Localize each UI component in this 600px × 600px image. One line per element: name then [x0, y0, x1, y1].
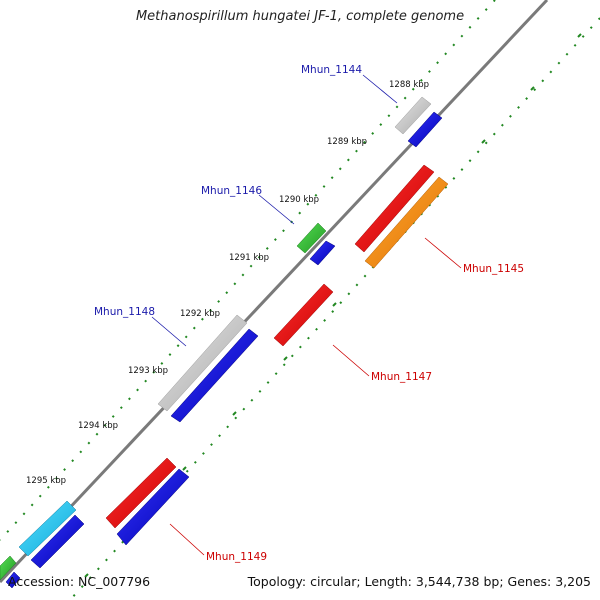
- leader-line-mhun1148: [151, 316, 187, 347]
- gene-feature-green-edge[interactable]: [0, 555, 17, 581]
- ruler-label: 1294 kbp: [78, 421, 118, 431]
- ruler-label: 1293 kbp: [128, 366, 168, 376]
- ruler-label: 1289 kbp: [327, 137, 367, 147]
- gene-label-mhun1144[interactable]: Mhun_1144: [301, 64, 362, 76]
- genome-title: Methanospirillum hungatei JF-1, complete…: [135, 9, 465, 24]
- gene-feature-mhun1146-blue[interactable]: [309, 240, 336, 266]
- gene-feature-blue-lower[interactable]: [30, 514, 85, 569]
- label-leaders: [151, 74, 462, 556]
- genome-backbone: [0, 0, 549, 584]
- leader-line-mhun1145: [424, 237, 462, 269]
- accession-text: Accession: NC_007796: [8, 574, 151, 589]
- ruler-labels: 1288 kbp 1289 kbp 1290 kbp 1291 kbp 1292…: [26, 80, 429, 486]
- leader-line-mhun1149: [169, 523, 205, 556]
- gene-label-mhun1147[interactable]: Mhun_1147: [371, 371, 432, 383]
- gene-label-mhun1148[interactable]: Mhun_1148: [94, 306, 155, 318]
- gene-feature-mhun1145-red[interactable]: [354, 164, 435, 253]
- gene-feature-mhun1149-red[interactable]: [105, 457, 177, 529]
- genome-summary-text: Topology: circular; Length: 3,544,738 bp…: [247, 574, 591, 589]
- gene-feature-mhun1145-orange[interactable]: [364, 176, 449, 269]
- gene-feature-mhun1144-gray[interactable]: [394, 96, 432, 135]
- gene-feature-mhun1148-blue[interactable]: [170, 328, 259, 423]
- gene-feature-mhun1149-blue[interactable]: [116, 468, 190, 546]
- gene-label-mhun1149[interactable]: Mhun_1149: [206, 551, 267, 563]
- leader-line-mhun1144: [362, 74, 398, 104]
- ruler-label: 1288 kbp: [389, 80, 429, 90]
- gene-label-mhun1146[interactable]: Mhun_1146: [201, 185, 262, 197]
- gene-feature-cyan[interactable]: [18, 500, 77, 557]
- leader-line-mhun1147: [332, 344, 370, 377]
- gene-feature-mhun1144-blue[interactable]: [407, 111, 443, 148]
- gene-feature-mhun1146-green[interactable]: [296, 222, 327, 254]
- gene-feature-mhun1147-red[interactable]: [273, 283, 334, 347]
- gene-labels: Mhun_1144 Mhun_1145 Mhun_1146 Mhun_1147 …: [94, 64, 524, 563]
- gene-feature-mhun1148-gray[interactable]: [157, 314, 248, 412]
- gene-feature-blue-edge[interactable]: [5, 571, 21, 589]
- ruler-label: 1290 kbp: [279, 195, 319, 205]
- gene-label-mhun1145[interactable]: Mhun_1145: [463, 263, 524, 275]
- ruler-label: 1291 kbp: [229, 253, 269, 263]
- ruler-label: 1295 kbp: [26, 476, 66, 486]
- leader-line-mhun1146: [258, 194, 295, 225]
- ruler-label: 1292 kbp: [180, 309, 220, 319]
